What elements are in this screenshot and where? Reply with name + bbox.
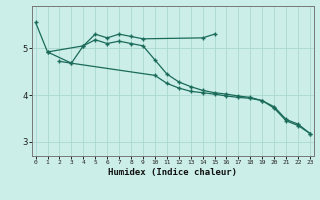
X-axis label: Humidex (Indice chaleur): Humidex (Indice chaleur) bbox=[108, 168, 237, 177]
